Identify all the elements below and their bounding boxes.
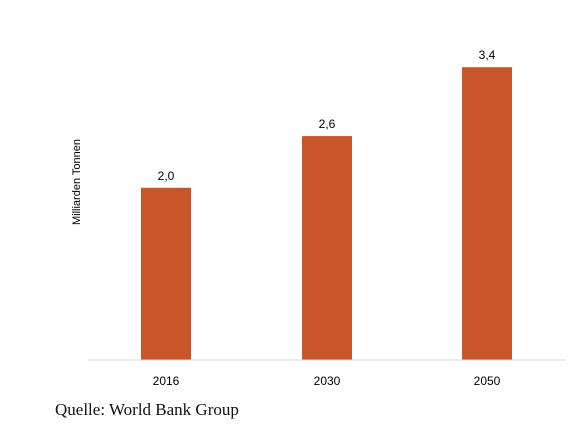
bar-2050 [462,67,512,360]
x-tick-label-2050: 2050 [474,374,501,388]
bar-2016 [141,187,191,360]
labels-layer: 2,0 2016 2,6 2030 3,4 2050 [153,48,501,388]
bar-2030 [302,136,352,360]
y-axis-label: Milliarden Tonnen [71,139,83,225]
x-tick-label-2030: 2030 [314,374,341,388]
bars-layer [141,67,512,360]
source-note: Quelle: World Bank Group [55,400,239,419]
data-label-2016: 2,0 [158,169,175,183]
bar-chart: Milliarden Tonnen 2,0 2016 2,6 2030 3,4 2050 [71,48,566,388]
x-tick-label-2016: 2016 [153,374,180,388]
data-label-2030: 2,6 [319,117,336,131]
data-label-2050: 3,4 [479,48,496,62]
